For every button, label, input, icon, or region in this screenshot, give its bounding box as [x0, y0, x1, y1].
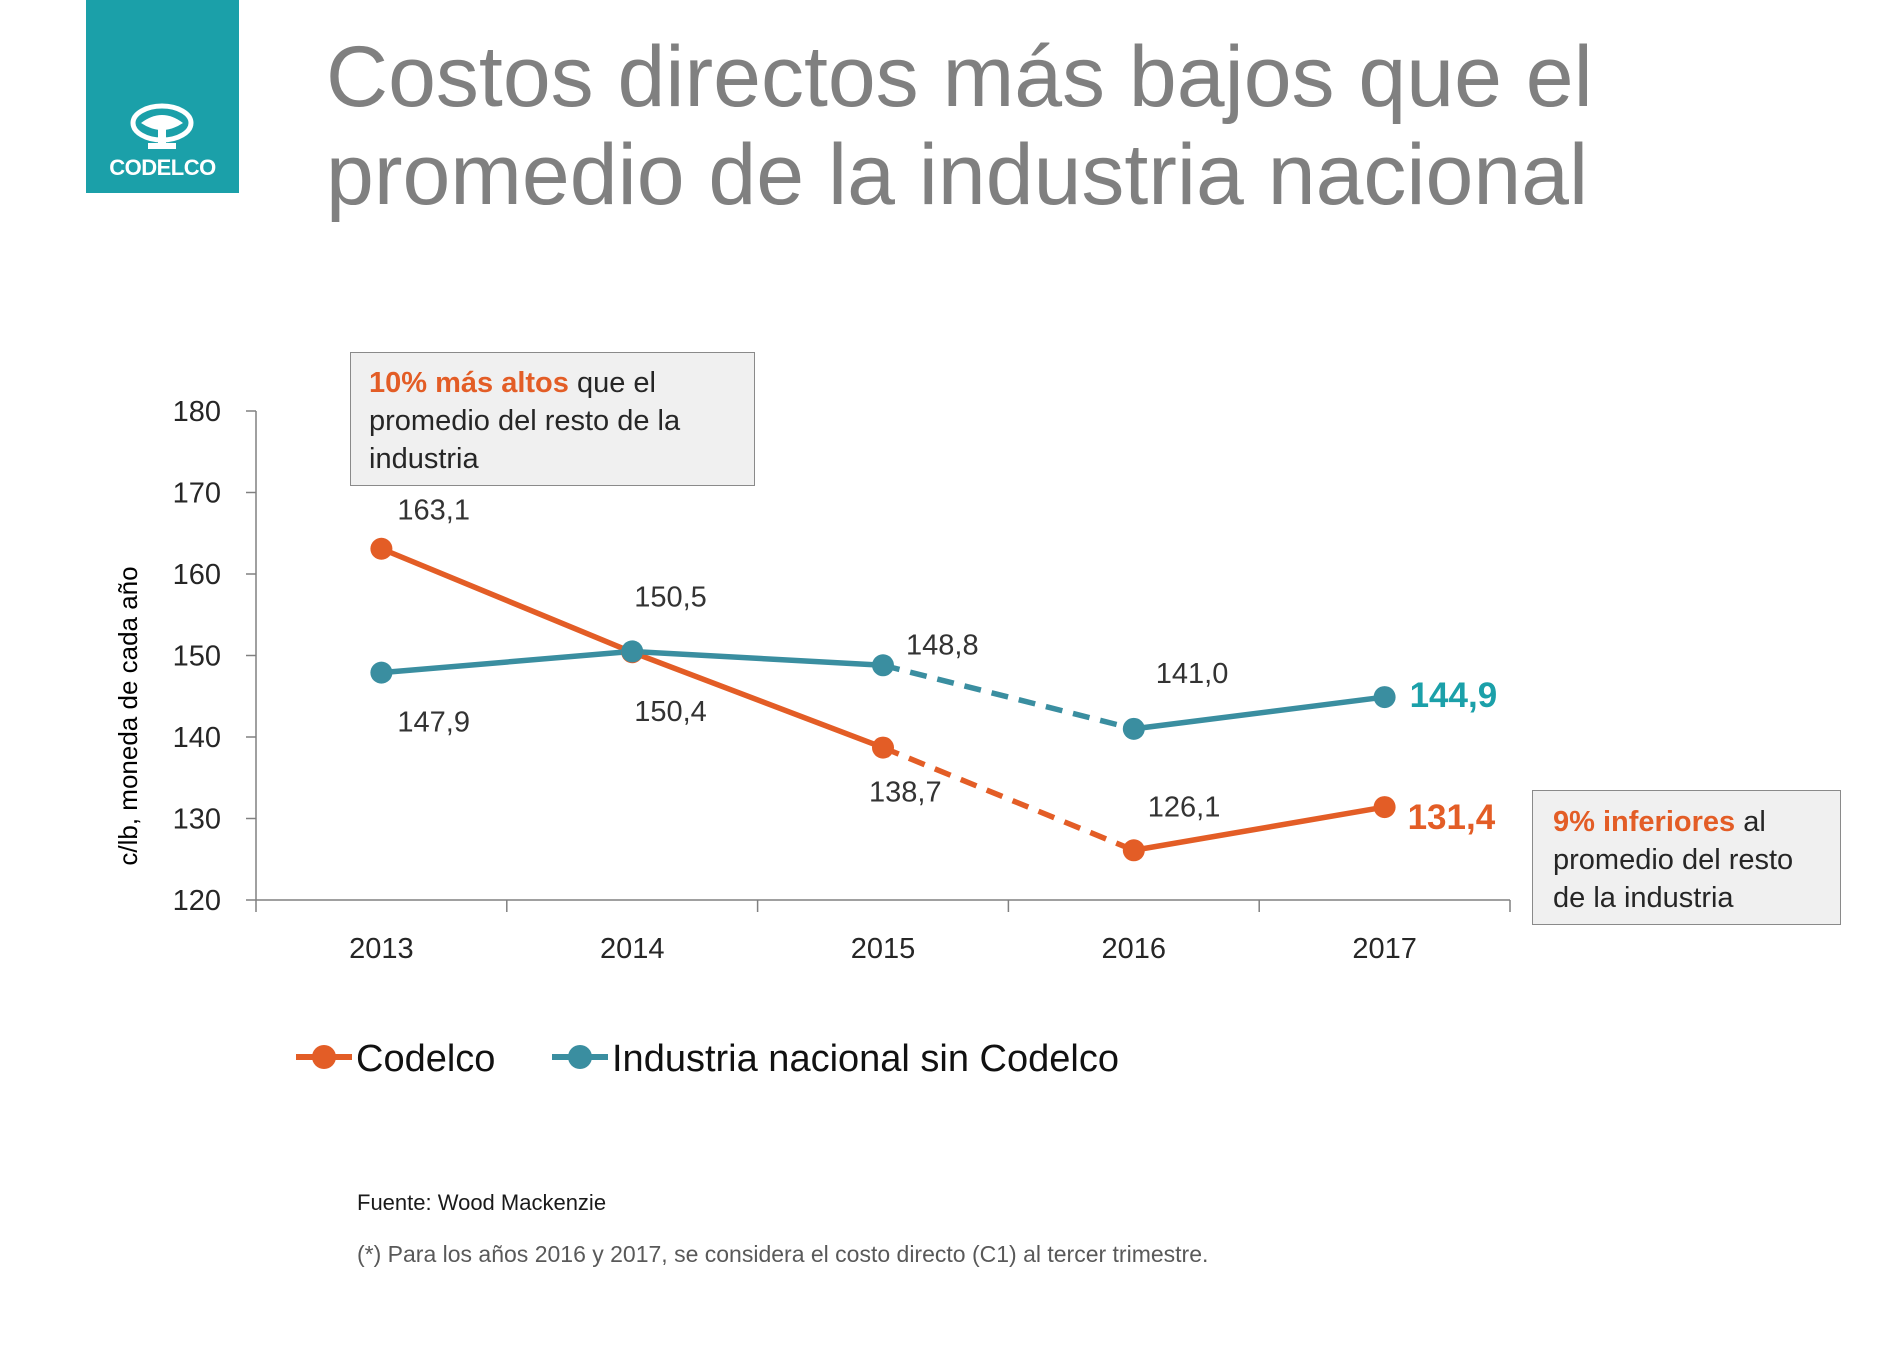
data-label-industria: 150,5 [634, 581, 707, 613]
data-point-industria [1373, 686, 1396, 709]
data-label-industria: 148,8 [906, 629, 979, 661]
x-tick-label: 2014 [600, 933, 665, 965]
series-line-codelco [629, 649, 886, 751]
legend-label-industria: Industria nacional sin Codelco [612, 1038, 1119, 1080]
callout-top: 10% más altos que el promedio del resto … [350, 352, 755, 486]
y-tick-label: 120 [173, 885, 221, 917]
x-tick-label: 2015 [851, 933, 916, 965]
callout-top-text: que el promedio del resto de la industri… [369, 367, 681, 475]
source-note: Fuente: Wood Mackenzie [357, 1190, 607, 1215]
callout-top-highlight: 10% más altos [369, 367, 569, 399]
page-title: Costos directos más bajos que el promedi… [326, 29, 1593, 223]
data-point-codelco [370, 537, 393, 560]
data-point-codelco [872, 736, 894, 759]
data-point-industria [1122, 717, 1145, 740]
callout-bottom-text: al promedio del resto de la industria [1553, 806, 1794, 914]
y-tick-label: 160 [173, 559, 221, 591]
data-label-industria: 147,9 [397, 707, 470, 739]
chart-data-labels: 163,1 150,4 138,7 126,1 131,4 147,9 150,5 148,8… [397, 495, 1497, 837]
data-label-industria: 141,0 [1156, 658, 1229, 690]
y-axis-label: c/lb, moneda de cada año [113, 566, 143, 865]
data-label-codelco: 131,4 [1408, 798, 1496, 837]
chart-lines [378, 545, 1388, 854]
chart-tick-labels: 180 170 160 150 140 130 120 2013 2014 2015 2016 201… [173, 396, 1417, 965]
data-label-codelco: 126,1 [1148, 791, 1221, 823]
legend-label-codelco: Codelco [356, 1038, 496, 1080]
legend-marker-codelco [296, 1045, 352, 1069]
callout-bottom-highlight: 9% inferiores [1553, 806, 1736, 838]
series-line-industria [1131, 694, 1388, 732]
series-line-industria [629, 648, 886, 669]
x-tick-label: 2016 [1102, 933, 1167, 965]
data-label-codelco: 138,7 [869, 777, 942, 809]
data-point-codelco [1373, 796, 1396, 819]
y-tick-label: 140 [173, 722, 221, 754]
x-tick-label: 2013 [349, 933, 414, 965]
data-label-codelco: 150,4 [634, 696, 707, 728]
legend-marker-industria [552, 1045, 608, 1069]
series-line-codelco [378, 545, 635, 655]
codelco-emblem-icon [130, 103, 194, 149]
chart-axes [246, 410, 1511, 912]
y-tick-label: 150 [173, 641, 221, 673]
callout-bottom: 9% inferiores al promedio del resto de l… [1532, 790, 1841, 925]
data-point-industria [872, 654, 894, 677]
data-point-codelco [1122, 839, 1145, 862]
chart-points [370, 537, 1396, 862]
logo-text: CODELCO [109, 155, 216, 180]
series-line-codelco [1131, 804, 1388, 854]
data-point-industria [621, 640, 644, 663]
data-label-industria: 144,9 [1410, 676, 1498, 715]
series-line-industria [378, 648, 635, 676]
data-label-codelco: 163,1 [397, 495, 470, 527]
data-point-industria [370, 661, 393, 684]
x-tick-label: 2017 [1352, 933, 1417, 965]
y-tick-label: 170 [173, 478, 221, 510]
y-tick-label: 130 [173, 804, 221, 836]
series-line-codelco [881, 745, 1135, 853]
y-tick-label: 180 [173, 396, 221, 428]
footnote: (*) Para los años 2016 y 2017, se consid… [357, 1241, 1209, 1267]
codelco-logo: CODELCO [86, 0, 239, 193]
series-line-industria [882, 662, 1135, 732]
